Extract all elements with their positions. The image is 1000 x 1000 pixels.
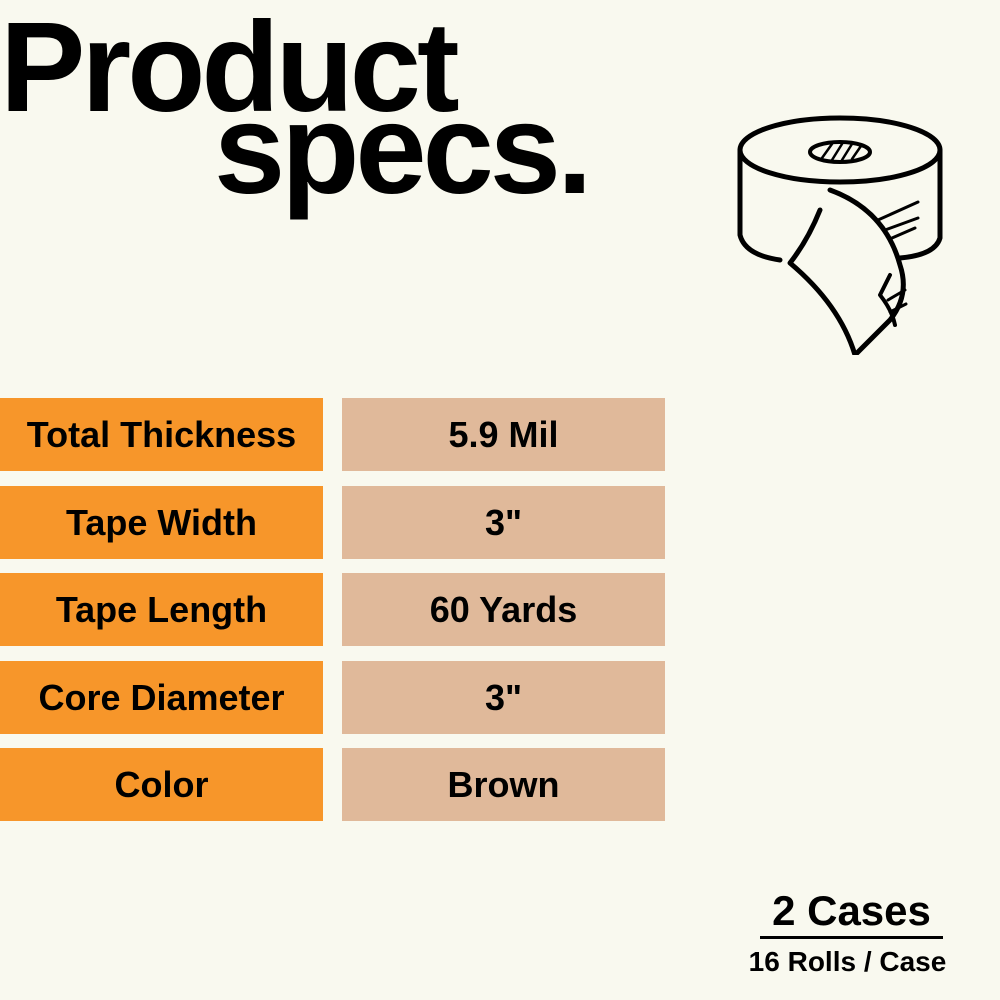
spec-value: 5.9 Mil — [342, 398, 665, 471]
rolls-per-case: 16 Rolls / Case — [748, 946, 947, 977]
spec-value: 3" — [342, 661, 665, 734]
spec-label: Tape Width — [0, 486, 323, 559]
tape-roll-icon — [737, 115, 943, 355]
spec-label: Color — [0, 748, 323, 821]
spec-label: Tape Length — [0, 573, 323, 646]
spec-row-total-thickness: Total Thickness 5.9 Mil — [0, 398, 665, 471]
spec-row-tape-length: Tape Length 60 Yards — [0, 573, 665, 646]
spec-value: 3" — [342, 486, 665, 559]
spec-value: Brown — [342, 748, 665, 821]
case-count: 2 Cases — [772, 887, 931, 934]
divider — [760, 936, 943, 939]
spec-row-color: Color Brown — [0, 748, 665, 821]
title-line-1: Product — [0, 0, 460, 139]
spec-row-tape-width: Tape Width 3" — [0, 486, 665, 559]
spec-label: Total Thickness — [0, 398, 323, 471]
title-line-2: specs. — [214, 78, 592, 221]
spec-label: Core Diameter — [0, 661, 323, 734]
spec-value: 60 Yards — [342, 573, 665, 646]
spec-row-core-diameter: Core Diameter 3" — [0, 661, 665, 734]
